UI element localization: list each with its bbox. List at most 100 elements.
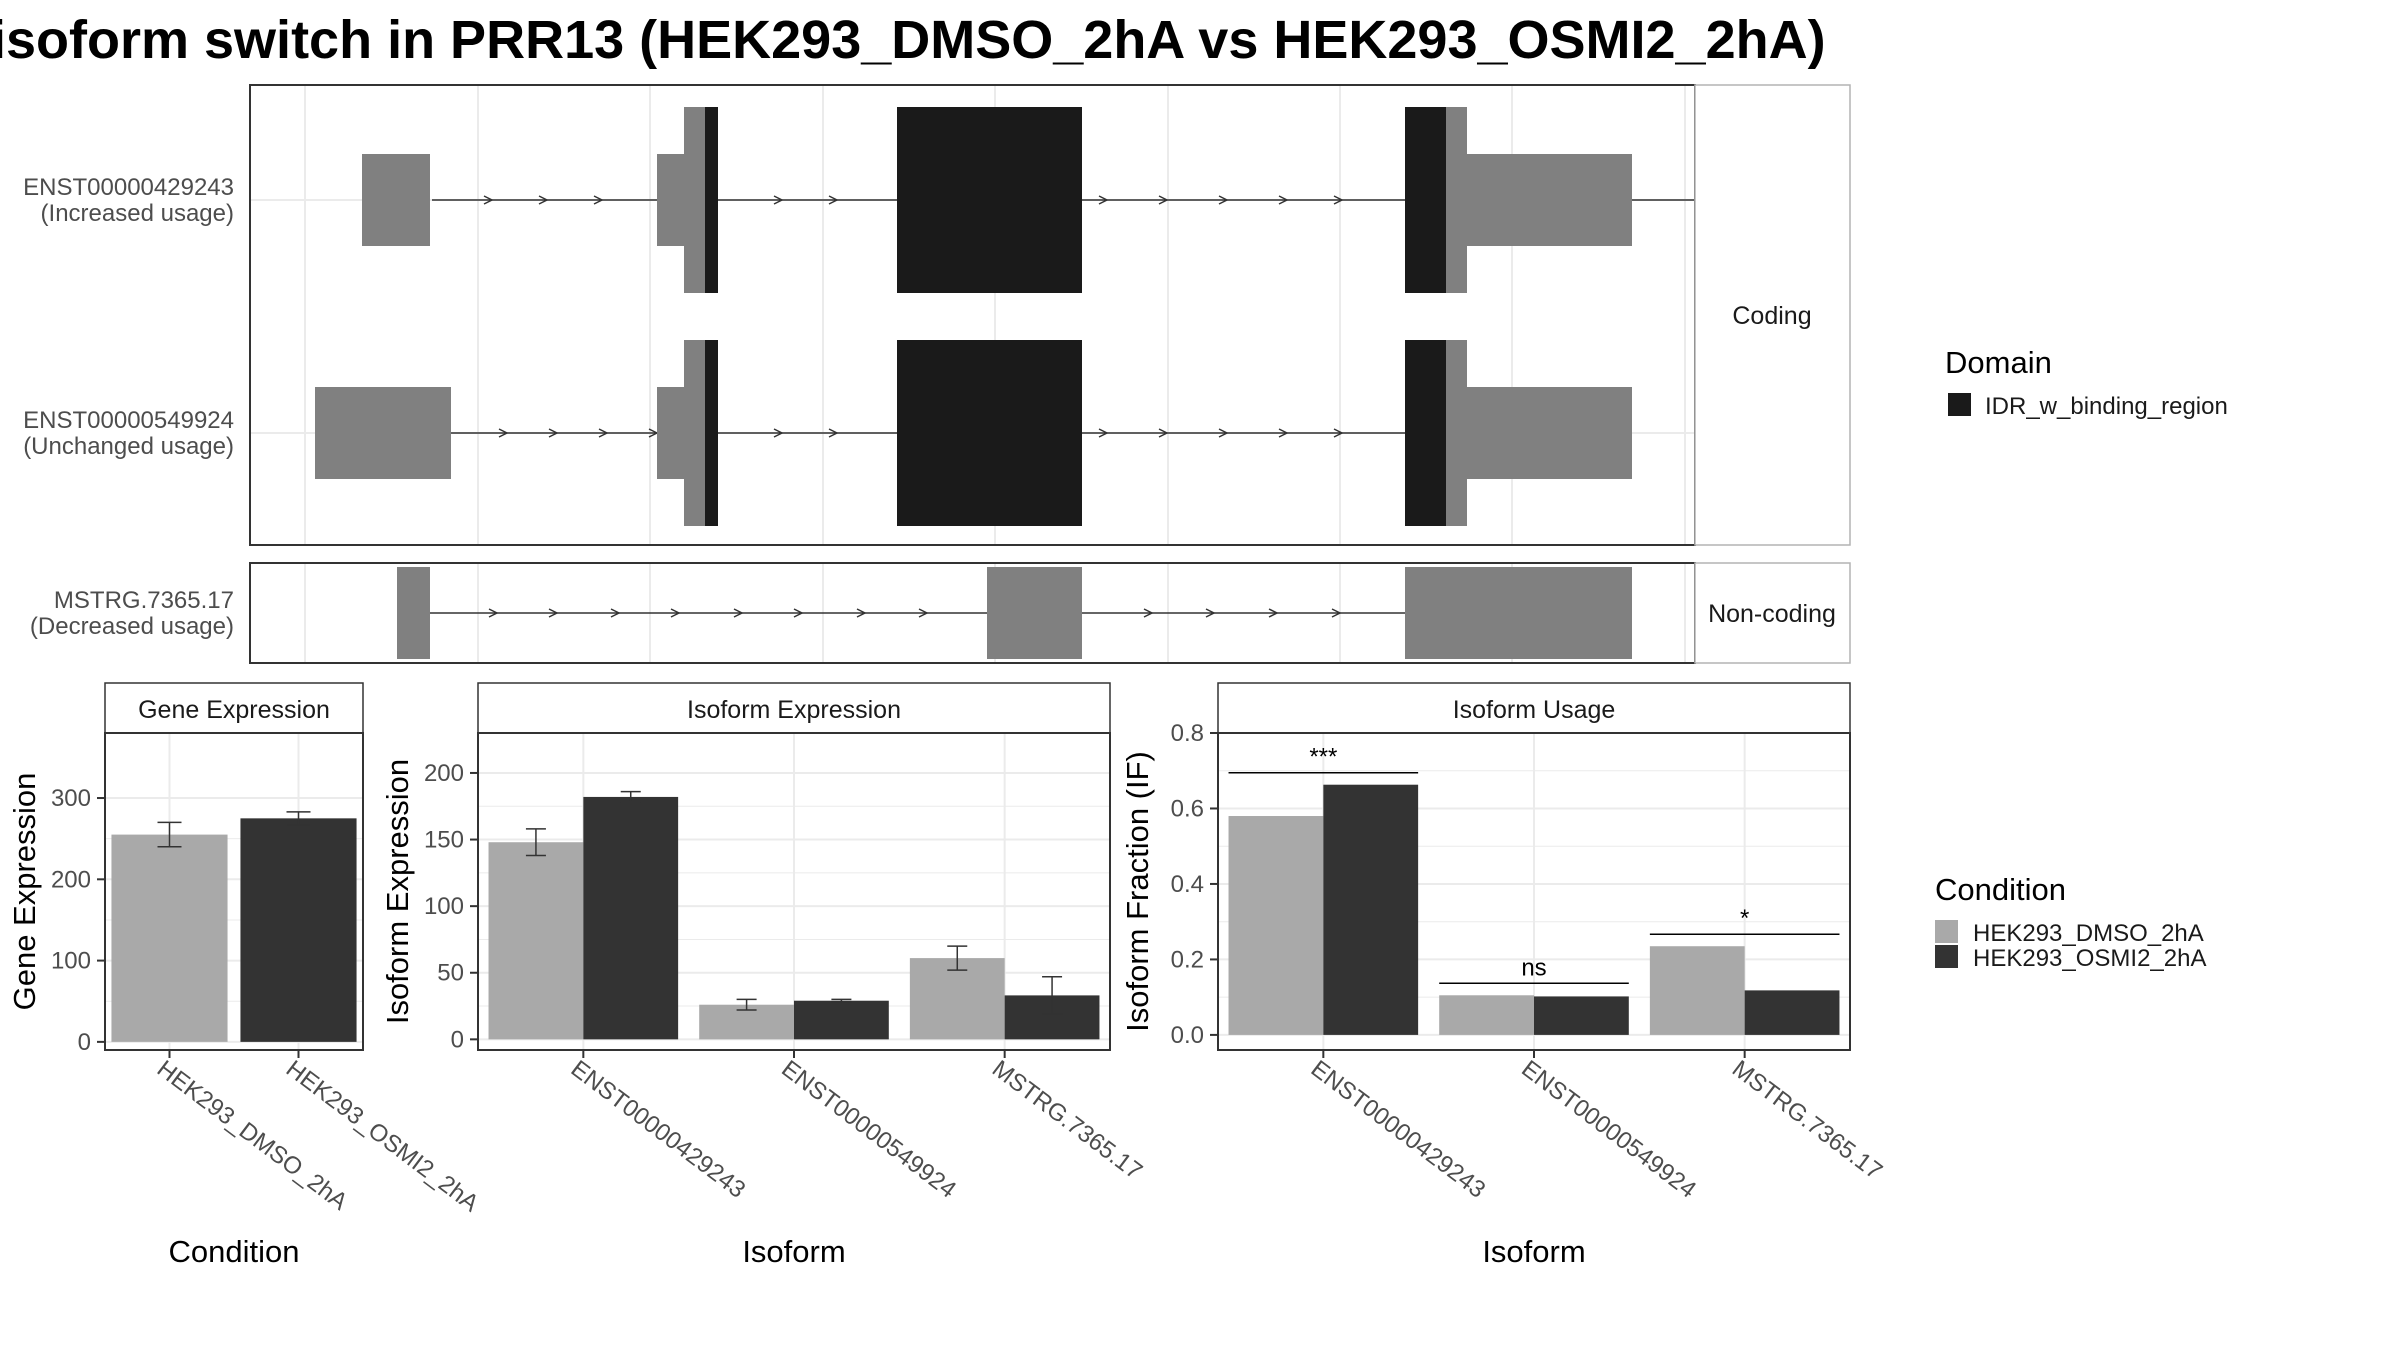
y-axis-title: Isoform Expression (380, 759, 415, 1024)
bar-HEK293_DMSO_2hA-ENST00000429243 (1228, 816, 1324, 1035)
y-tick-label: 0.4 (1171, 871, 1204, 898)
transcript-structure-panel: ENST00000429243(Increased usage)ENST0000… (23, 84, 1851, 664)
idr-binding-region-domain (897, 107, 1082, 293)
intron-direction-arrow (1333, 195, 1344, 205)
bar-HEK293_DMSO_2hA-MSTRG.7365.17 (1649, 946, 1745, 1035)
transcript-id-label: MSTRG.7365.17 (54, 587, 234, 614)
chart-strip (477, 682, 1111, 734)
utr-exon (362, 154, 430, 246)
coding-exon (684, 340, 706, 526)
intron-direction-arrow (1218, 195, 1229, 205)
intron-direction-arrow (548, 608, 559, 618)
condition-legend-swatch-osmi (1935, 945, 1958, 968)
bar-chart-panels: Gene Expression0100200300HEK293_DMSO_2hA… (7, 682, 1887, 1269)
transcript-id-label: ENST00000429243 (23, 174, 234, 201)
transcript-usage-label: (Decreased usage) (30, 613, 234, 640)
noncoding-exon (1405, 567, 1632, 659)
transcript-track-ENST00000549924: ENST00000549924(Unchanged usage) (23, 340, 1632, 526)
bar-HEK293_DMSO_2hA-MSTRG.7365.17 (909, 958, 1005, 1040)
noncoding-exon (987, 567, 1082, 659)
chart-panel-border (104, 732, 364, 1051)
y-tick-label: 200 (51, 866, 91, 893)
x-axis-title: Isoform (742, 1234, 845, 1269)
bar-HEK293_DMSO_2hA (111, 834, 228, 1042)
intron-direction-arrow (593, 195, 604, 205)
intron-direction-arrow (548, 428, 559, 438)
intron-direction-arrow (538, 195, 549, 205)
bar-HEK293_OSMI2_2hA (240, 818, 357, 1042)
significance-label: * (1740, 905, 1749, 932)
transcript-usage-label: (Increased usage) (41, 200, 234, 227)
intron-direction-arrow (498, 428, 509, 438)
condition-legend-label: HEK293_OSMI2_2hA (1973, 945, 2206, 972)
transcript-track-MSTRG.7365.17: MSTRG.7365.17(Decreased usage) (30, 567, 1632, 659)
transcript-usage-label: (Unchanged usage) (23, 433, 234, 460)
chart-isoform-usage: Isoform Usage *** ns * 0.0 0.2 0.4 0.6 0.8 ENST00… (1120, 682, 1887, 1269)
utr-exon (315, 387, 451, 479)
intron-direction-arrow (828, 428, 839, 438)
intron-direction-arrow (1278, 428, 1289, 438)
transcript-track-ENST00000429243: ENST00000429243(Increased usage) (23, 107, 1700, 293)
intron-direction-arrow (1098, 428, 1109, 438)
intron-direction-arrow (1333, 428, 1344, 438)
bar-HEK293_DMSO_2hA-ENST00000429243 (488, 842, 584, 1040)
intron-direction-arrow (1158, 195, 1169, 205)
y-tick-label: 200 (424, 760, 464, 787)
noncoding-facet-strip (1694, 562, 1851, 664)
intron-direction-arrow (773, 428, 784, 438)
bar-HEK293_OSMI2_2hA-MSTRG.7365.17 (1744, 990, 1840, 1035)
y-tick-label: 100 (424, 893, 464, 920)
idr-binding-region-domain (897, 340, 1082, 526)
bar-HEK293_OSMI2_2hA-ENST00000549924 (794, 1000, 889, 1040)
intron-direction-arrow (1098, 195, 1109, 205)
intron-direction-arrow (488, 608, 499, 618)
transcript-id-label: ENST00000549924 (23, 407, 234, 434)
coding-facet-label: Coding (1732, 302, 1811, 330)
y-tick-label: 0.2 (1171, 946, 1204, 973)
intron-direction-arrow (610, 608, 621, 618)
noncoding-facet-label: Non-coding (1708, 600, 1836, 628)
intron-direction-arrow (918, 608, 929, 618)
chart-isoform-expression: Isoform Expression 0 50 100 150 200 ENST000004… (380, 682, 1147, 1269)
intron-direction-arrow (598, 428, 609, 438)
x-tick-label: ENST00000549924 (776, 1055, 961, 1203)
intron-direction-arrow (1205, 608, 1216, 618)
y-axis-title: Gene Expression (7, 773, 42, 1011)
x-tick-label: ENST00000549924 (1516, 1055, 1701, 1203)
chart-strip (104, 682, 364, 734)
idr-binding-region-domain (1405, 340, 1446, 526)
idr-binding-region-domain (1405, 107, 1446, 293)
noncoding-exon (397, 567, 430, 659)
y-tick-label: 300 (51, 785, 91, 812)
bar-HEK293_OSMI2_2hA-ENST00000549924 (1534, 996, 1629, 1035)
y-tick-label: 50 (437, 960, 464, 987)
significance-label: ns (1521, 954, 1546, 981)
utr-exon (657, 154, 687, 246)
chart-strip (1217, 682, 1851, 734)
intron-direction-arrow (1143, 608, 1154, 618)
x-tick-label: MSTRG.7365.17 (1727, 1055, 1887, 1185)
intron-direction-arrow (670, 608, 681, 618)
chart-title: Isoform Usage (1453, 696, 1616, 724)
x-axis-title: Isoform (1482, 1234, 1585, 1269)
bar-HEK293_DMSO_2hA-ENST00000549924 (1439, 995, 1534, 1035)
significance-label: *** (1309, 744, 1337, 771)
coding-exon (684, 107, 706, 293)
intron-direction-arrow (793, 608, 804, 618)
intron-direction-arrow (1331, 608, 1342, 618)
intron-direction-arrow (483, 195, 494, 205)
x-tick-label: MSTRG.7365.17 (987, 1055, 1147, 1185)
intron-direction-arrow (856, 608, 867, 618)
condition-legend-swatch-dmso (1935, 920, 1958, 943)
figure-title: The isoform switch in PRR13 (HEK293_DMSO… (0, 10, 1826, 70)
intron-direction-arrow (773, 195, 784, 205)
coding-exon (1445, 107, 1467, 293)
y-tick-label: 150 (424, 827, 464, 854)
y-axis-title: Isoform Fraction (IF) (1120, 751, 1155, 1032)
x-axis-title: Condition (169, 1234, 300, 1269)
y-tick-label: 100 (51, 948, 91, 975)
x-tick-label: ENST00000429243 (566, 1055, 751, 1203)
bar-HEK293_OSMI2_2hA-ENST00000429243 (583, 796, 679, 1040)
intron-direction-arrow (828, 195, 839, 205)
